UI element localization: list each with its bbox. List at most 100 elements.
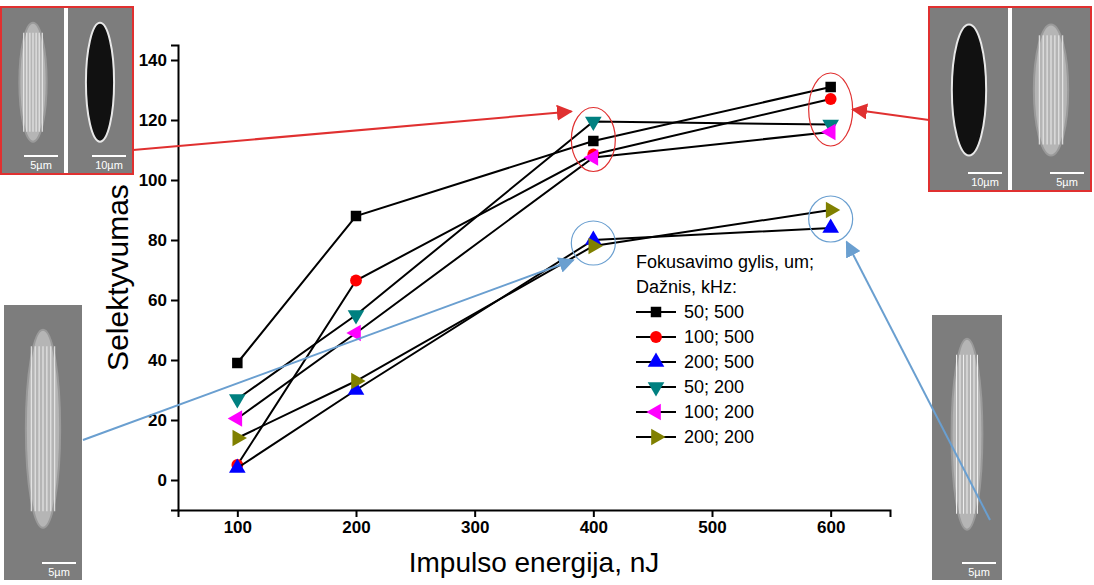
image-texture (960, 355, 961, 514)
image-frame (929, 7, 1091, 191)
x-tick-mark (593, 510, 595, 517)
highlight-ellipse (809, 73, 853, 146)
image-texture (1054, 35, 1055, 144)
scale-label: 10µm (971, 176, 999, 188)
image-background (932, 315, 1002, 580)
image-feature (19, 23, 46, 142)
x-tick: 100 (224, 510, 252, 537)
series-line (237, 122, 830, 400)
series-line (237, 210, 830, 438)
legend-label: 100; 200 (684, 402, 754, 422)
image-texture (1039, 35, 1040, 144)
legend-title: Fokusavimo gylis, um; (636, 252, 814, 272)
legend-item: 100; 200 (636, 402, 754, 422)
highlight-ellipse (809, 196, 853, 242)
image-texture (43, 346, 44, 511)
axis-line (171, 46, 179, 511)
x-tick: 600 (817, 510, 845, 537)
image-texture (977, 355, 978, 514)
highlight-ellipse (571, 221, 615, 265)
image-texture (50, 346, 51, 511)
y-tick: 100 (139, 171, 178, 190)
image-texture (970, 355, 971, 514)
image-feature (952, 339, 983, 530)
y-tick: 140 (139, 51, 178, 70)
image-texture (42, 33, 43, 132)
series-point (584, 149, 598, 166)
x-tick-label: 400 (580, 518, 608, 537)
image-texture (29, 33, 30, 132)
x-tick-mark (712, 510, 714, 517)
x-tick: 400 (580, 510, 608, 537)
legend-item: 100; 500 (636, 327, 754, 347)
scale-bar (92, 155, 126, 157)
series-line (237, 87, 830, 363)
series-point (822, 218, 839, 232)
arrow (83, 260, 573, 440)
x-tick-label: 100 (224, 518, 252, 537)
image-texture (54, 346, 55, 511)
y-tick-label: 20 (148, 411, 167, 430)
series-point (826, 202, 840, 219)
x-tick: 500 (698, 510, 726, 537)
image-frame (1, 7, 133, 174)
legend-marker (646, 404, 660, 421)
series-point (228, 410, 242, 427)
x-tick-mark (356, 510, 358, 517)
axis-line (179, 511, 891, 518)
series-point (825, 93, 837, 105)
x-tick-mark (474, 510, 476, 517)
legend-marker (650, 331, 662, 343)
image-background (68, 8, 132, 173)
image-texture (1058, 35, 1059, 144)
legend-label: 50; 200 (684, 377, 744, 397)
scale-bar (24, 155, 58, 157)
x-tick-mark (830, 510, 832, 517)
image-feature (952, 24, 986, 155)
y-tick-mark (171, 360, 178, 362)
legend-item: 50; 500 (636, 302, 744, 322)
x-tick-label: 500 (698, 518, 726, 537)
legend-title: Dažnis, kHz: (636, 277, 737, 297)
legend-label: 200; 500 (684, 352, 754, 372)
image-texture (46, 346, 47, 511)
image-background (1012, 8, 1090, 190)
y-tick-label: 0 (158, 471, 167, 490)
y-tick-label: 100 (139, 171, 167, 190)
legend-marker (648, 382, 665, 396)
arrow (853, 110, 929, 121)
y-tick-mark (171, 300, 178, 302)
x-tick-label: 300 (461, 518, 489, 537)
image-texture (33, 33, 34, 132)
x-axis-title: Impulso energija, nJ (409, 547, 660, 578)
image-texture (956, 355, 957, 514)
x-tick: 200 (342, 510, 370, 537)
series-point (351, 373, 365, 390)
series-point (821, 124, 835, 141)
highlight-ellipse (571, 108, 615, 172)
image-background (930, 8, 1008, 190)
image-texture (35, 346, 36, 511)
legend-label: 50; 500 (684, 302, 744, 322)
scale-bar (962, 562, 996, 564)
y-tick: 80 (148, 231, 178, 250)
y-axis-title: Selektyvumas (101, 184, 134, 371)
sem-image: 5µm (4, 305, 82, 580)
image-texture (1043, 35, 1044, 144)
image-background (4, 305, 82, 580)
scale-label: 5µm (1056, 176, 1078, 188)
image-texture (1047, 35, 1048, 144)
image-texture (1062, 35, 1063, 144)
y-tick: 120 (139, 111, 178, 130)
legend-marker (651, 307, 661, 317)
y-tick-mark (171, 60, 178, 62)
y-tick-mark (171, 180, 178, 182)
y-tick-label: 140 (139, 51, 167, 70)
x-tick: 300 (461, 510, 489, 537)
arrow (847, 242, 990, 520)
legend-label: 100; 500 (684, 327, 754, 347)
scale-bar (968, 172, 1002, 174)
sem-image: 5µm (932, 315, 1002, 580)
y-tick: 0 (158, 471, 178, 490)
legend-marker (651, 429, 665, 446)
